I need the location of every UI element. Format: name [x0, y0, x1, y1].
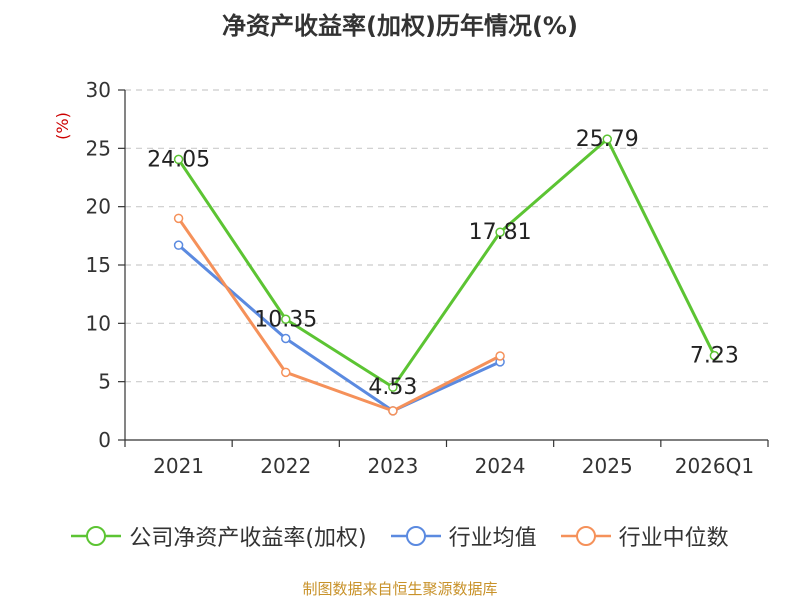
- legend-label: 行业中位数: [618, 526, 729, 551]
- legend-marker-icon: [71, 526, 122, 546]
- legend-item[interactable]: 行业均值: [390, 520, 537, 552]
- y-tick-label: 20: [86, 195, 111, 219]
- x-tick-label: 2021: [153, 454, 204, 478]
- data-point: [495, 227, 505, 237]
- series-line: [177, 217, 501, 413]
- data-point: [281, 333, 291, 344]
- data-point: [495, 351, 505, 361]
- data-label: 17.81: [469, 220, 532, 245]
- y-tick-label: 30: [86, 78, 111, 102]
- data-point: [173, 240, 184, 250]
- y-axis-label: (%): [53, 112, 72, 140]
- y-tick-label: 0: [98, 428, 111, 452]
- x-tick-label: 2026Q1: [675, 454, 754, 478]
- x-tick-label: 2023: [367, 454, 418, 478]
- data-point: [281, 314, 291, 324]
- data-label: 7.23: [690, 344, 739, 369]
- data-label: 10.35: [254, 307, 317, 332]
- data-point: [173, 154, 184, 165]
- legend-item[interactable]: 公司净资产收益率(加权): [71, 520, 367, 552]
- data-point: [388, 382, 398, 392]
- y-tick-label: 15: [86, 253, 111, 277]
- y-tick-label: 25: [86, 136, 111, 160]
- chart-title: 净资产收益率(加权)历年情况(%): [222, 12, 578, 40]
- series-line: [177, 244, 501, 413]
- legend: 公司净资产收益率(加权) 行业均值 行业中位数: [0, 520, 800, 552]
- data-point: [709, 350, 720, 361]
- data-label: 24.05: [147, 147, 210, 172]
- legend-marker-icon: [560, 526, 611, 546]
- x-tick-label: 2024: [475, 454, 526, 478]
- legend-marker-icon: [390, 526, 441, 546]
- y-tick-label: 5: [98, 370, 111, 394]
- x-tick-label: 2022: [260, 454, 311, 478]
- series-line: [177, 137, 716, 389]
- data-label: 4.53: [368, 375, 417, 400]
- data-point: [388, 406, 398, 416]
- data-point: [281, 367, 291, 378]
- y-tick-label: 10: [86, 311, 111, 335]
- legend-item[interactable]: 行业中位数: [560, 520, 729, 552]
- legend-label: 行业均值: [448, 526, 537, 551]
- data-point: [602, 134, 612, 144]
- x-tick-label: 2025: [582, 454, 633, 478]
- legend-label: 公司净资产收益率(加权): [129, 526, 367, 551]
- data-label: 25.79: [576, 127, 639, 152]
- source-note: 制图数据来自恒生聚源数据库: [302, 580, 498, 598]
- data-point: [173, 213, 184, 224]
